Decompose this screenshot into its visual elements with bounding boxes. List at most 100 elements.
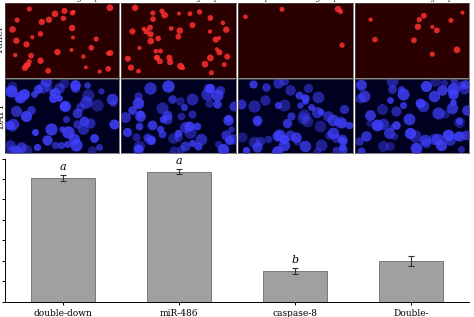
Point: [316, 108, 323, 113]
Point: [174, 134, 182, 139]
Point: [188, 112, 196, 117]
Point: [299, 116, 306, 121]
Point: [446, 138, 454, 143]
Point: [275, 133, 283, 138]
Point: [388, 86, 396, 91]
Point: [462, 133, 469, 138]
Point: [433, 28, 441, 33]
Point: [264, 137, 272, 142]
Point: [448, 106, 456, 111]
Point: [420, 13, 428, 18]
Point: [433, 136, 440, 141]
Point: [156, 126, 164, 131]
Point: [22, 113, 30, 119]
Point: [292, 134, 300, 139]
Point: [26, 6, 33, 11]
Point: [110, 122, 118, 127]
Point: [158, 105, 166, 110]
Point: [45, 85, 52, 90]
Point: [434, 110, 442, 115]
Point: [24, 62, 32, 67]
Point: [373, 122, 381, 127]
Point: [280, 137, 288, 142]
Point: [11, 53, 19, 58]
Point: [134, 101, 142, 106]
Point: [303, 118, 311, 123]
Point: [254, 145, 261, 150]
Point: [281, 142, 288, 147]
Text: b: b: [292, 255, 299, 265]
Point: [86, 120, 94, 125]
Point: [242, 14, 249, 19]
Title: double-down group: double-down group: [25, 0, 99, 3]
Point: [55, 85, 63, 90]
Point: [181, 105, 188, 110]
Point: [441, 111, 449, 116]
Point: [400, 103, 407, 108]
Point: [212, 37, 219, 42]
Point: [254, 117, 261, 122]
Point: [216, 87, 224, 92]
Point: [51, 11, 59, 16]
Point: [325, 133, 332, 138]
Point: [250, 103, 258, 108]
Point: [38, 19, 46, 24]
Point: [73, 122, 81, 127]
Point: [135, 123, 143, 128]
Point: [222, 132, 229, 137]
Point: [143, 29, 150, 34]
Point: [445, 133, 452, 138]
Point: [398, 87, 405, 92]
Point: [356, 95, 364, 100]
Point: [301, 143, 308, 148]
Point: [54, 49, 61, 55]
Point: [61, 104, 68, 109]
Point: [456, 133, 464, 139]
Point: [334, 7, 342, 12]
Point: [362, 133, 369, 138]
Point: [273, 148, 281, 153]
Point: [421, 137, 428, 142]
Point: [80, 127, 87, 132]
Point: [431, 79, 438, 84]
Point: [70, 10, 77, 15]
Point: [34, 87, 42, 92]
Point: [253, 120, 261, 125]
Point: [367, 17, 374, 22]
Point: [167, 26, 175, 31]
Point: [379, 121, 386, 126]
Point: [358, 148, 365, 153]
Point: [128, 107, 136, 112]
Point: [82, 100, 89, 105]
Point: [8, 83, 15, 88]
Point: [23, 63, 30, 68]
Point: [13, 108, 20, 113]
Point: [136, 111, 144, 116]
Point: [5, 123, 12, 128]
Point: [124, 56, 132, 61]
Point: [392, 108, 400, 113]
Point: [185, 123, 192, 128]
Point: [123, 130, 131, 135]
Title: miR-486 down group: miR-486 down group: [138, 0, 219, 3]
Point: [7, 88, 15, 93]
Point: [168, 96, 175, 101]
Point: [329, 130, 337, 135]
Point: [83, 82, 91, 87]
Point: [20, 91, 28, 96]
Point: [152, 49, 160, 54]
Point: [453, 47, 461, 52]
Point: [274, 81, 282, 86]
Point: [338, 136, 346, 141]
Title: caspase-8 down group: caspase-8 down group: [252, 0, 338, 3]
Point: [449, 86, 457, 91]
Point: [153, 55, 161, 60]
Point: [440, 80, 448, 85]
Point: [457, 82, 465, 87]
Title: double-control group: double-control group: [372, 0, 452, 3]
Point: [380, 143, 387, 148]
Point: [64, 129, 72, 134]
Point: [64, 141, 71, 146]
Point: [213, 102, 221, 107]
Point: [68, 48, 75, 53]
